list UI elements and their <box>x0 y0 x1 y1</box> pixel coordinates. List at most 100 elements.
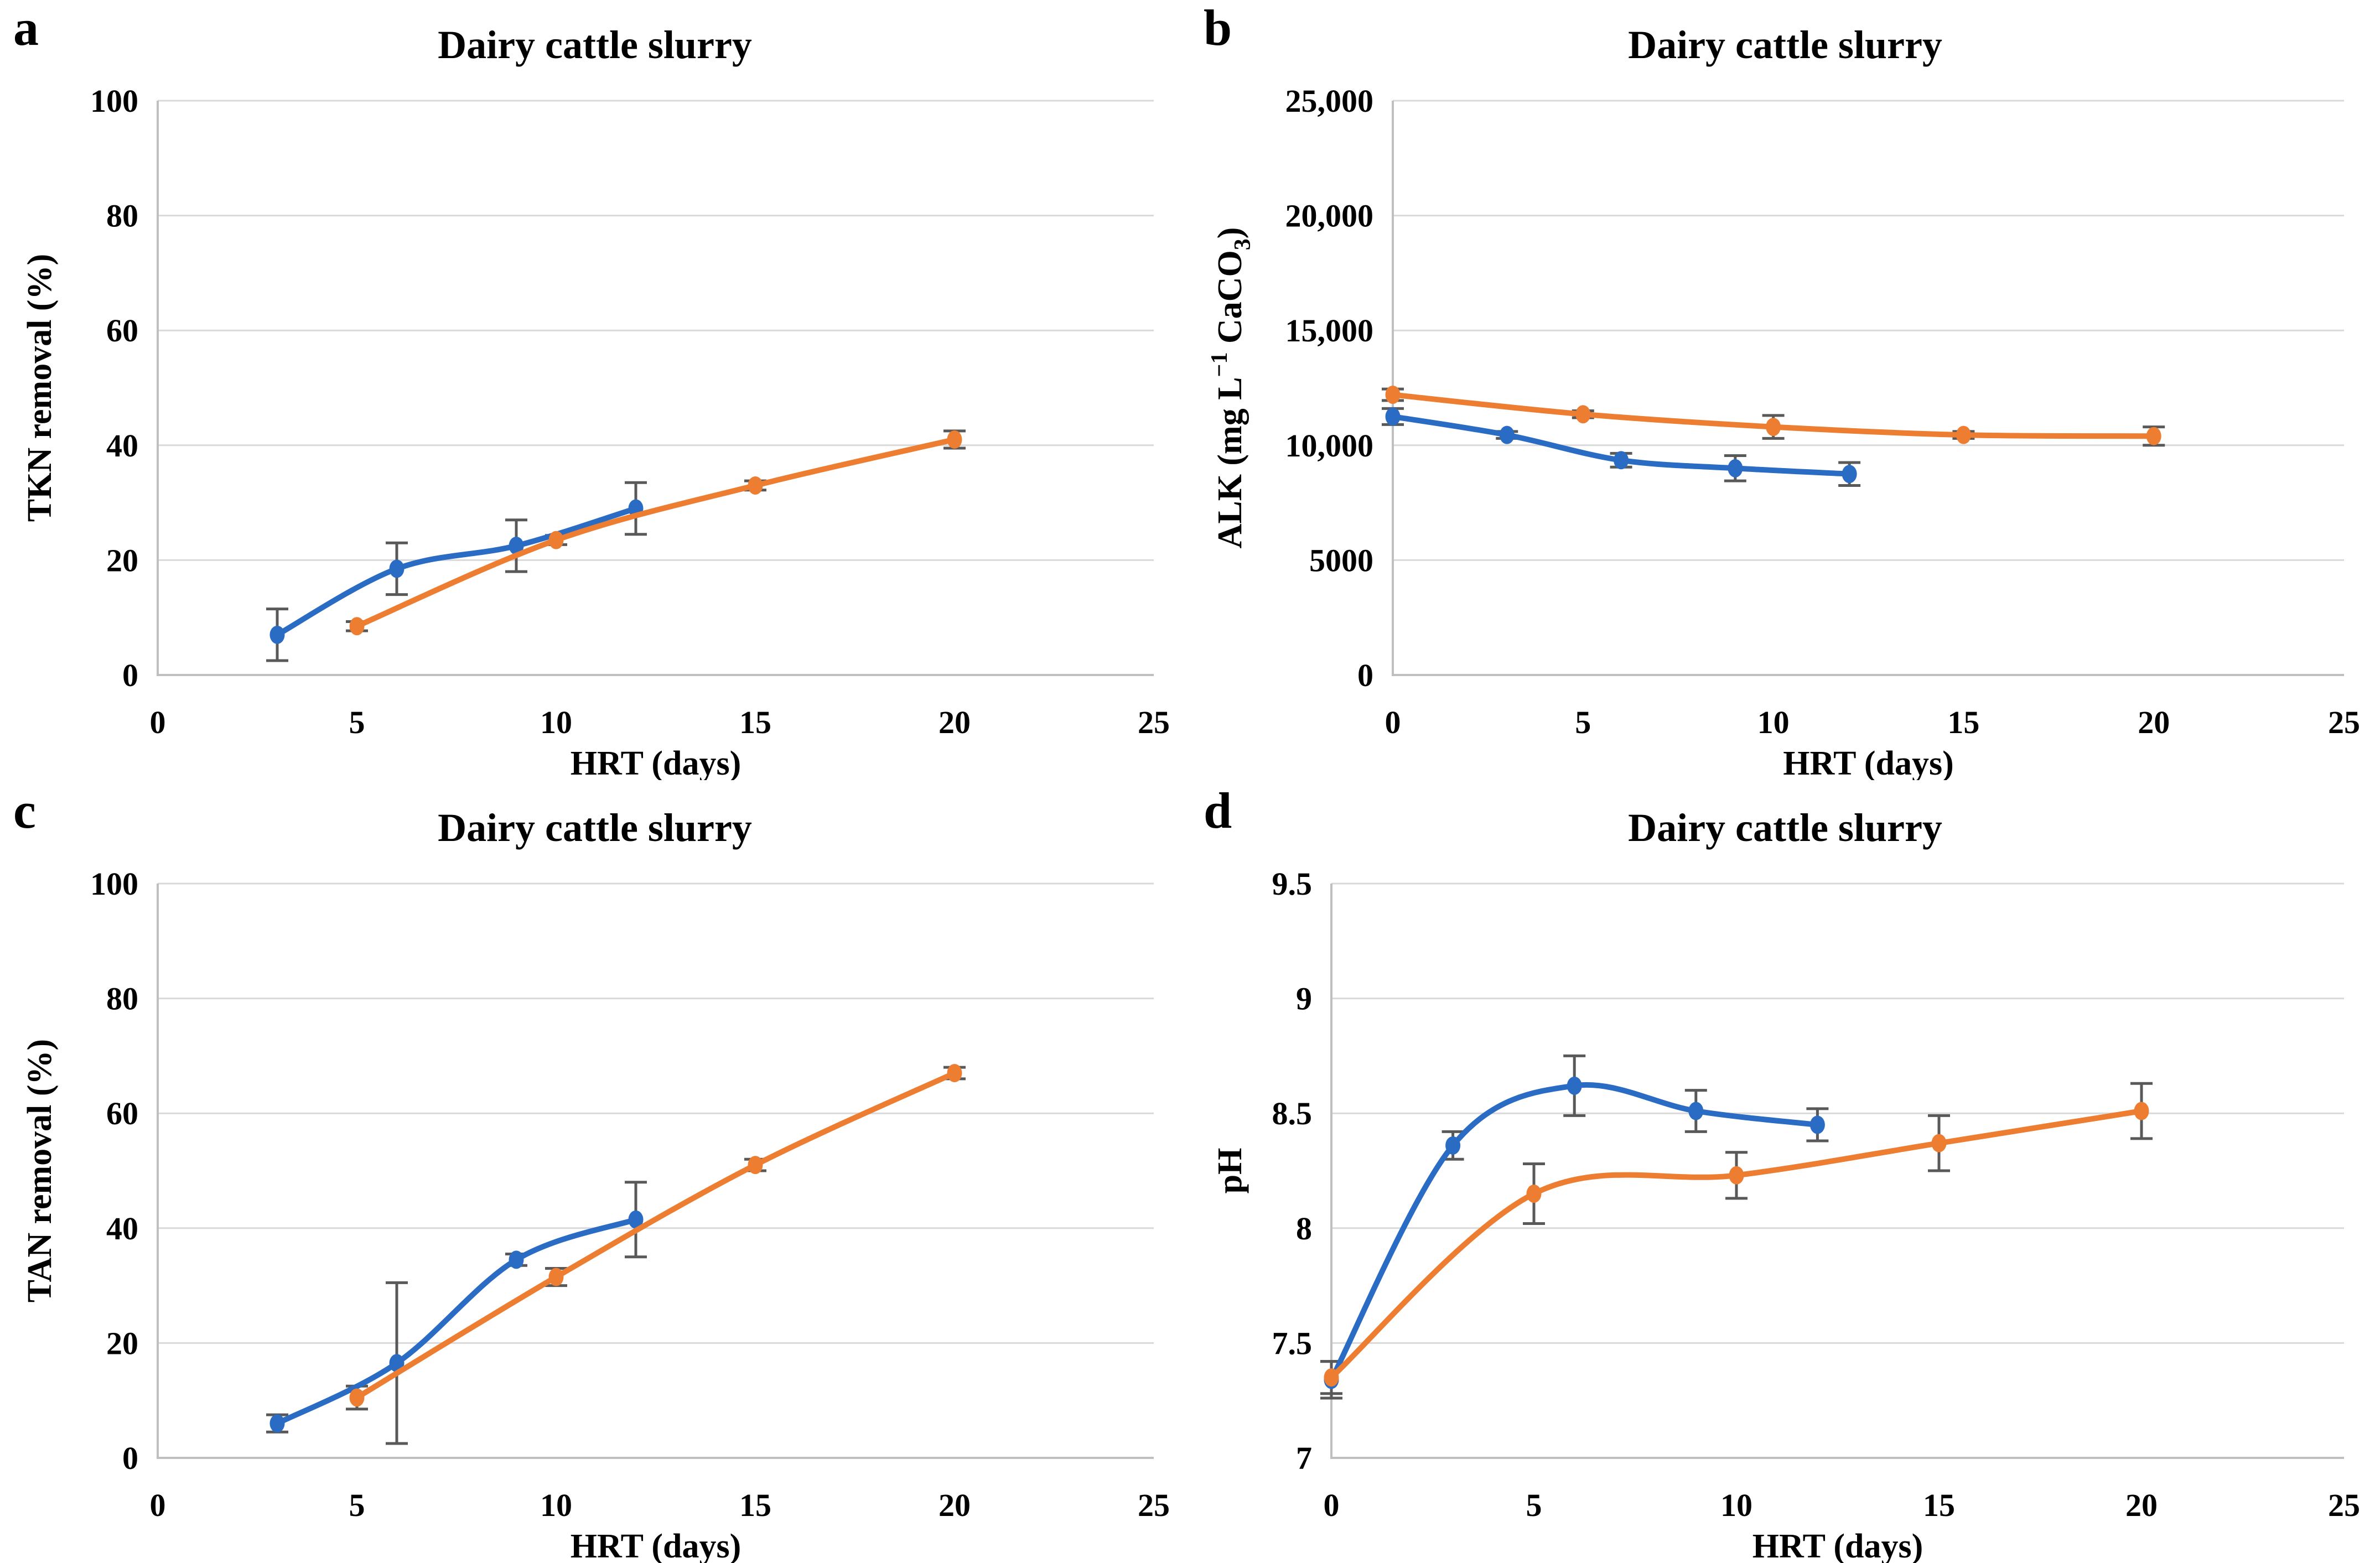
x-tick-label: 10 <box>540 704 572 740</box>
series-orange-line <box>354 1070 957 1401</box>
chart-canvas-d: Dairy cattle slurry 7 7.5 8 8.5 9 9.5 0 5 10 15 20 2… <box>1211 806 2360 1563</box>
x-axis-title: HRT (days) <box>1752 1528 1923 1563</box>
y-tick-label: 20,000 <box>1285 198 1374 234</box>
y-tick-label: 80 <box>106 981 138 1017</box>
panel-a: a Dairy cattle slurry 0 20 40 60 80 100 0 5 10 15 2… <box>0 0 1190 780</box>
axes <box>1330 884 2344 1459</box>
chart-title: Dairy cattle slurry <box>1628 23 1942 67</box>
chart-title: Dairy cattle slurry <box>438 23 752 67</box>
y-axis-title: pH <box>1211 1148 1249 1194</box>
y-tick-label: 0 <box>1357 657 1373 693</box>
series-orange-marker <box>2134 1102 2149 1120</box>
series-blue-line <box>274 506 639 638</box>
series-blue-marker <box>1809 1115 1825 1134</box>
series-blue-line <box>274 1217 639 1426</box>
y-tick-label: 5000 <box>1309 542 1373 578</box>
series-blue-marker <box>509 1250 524 1269</box>
series-orange-marker <box>548 1268 564 1286</box>
x-tick-label: 5 <box>1526 1487 1542 1523</box>
axes <box>157 101 1154 676</box>
y-tick-label: 9.5 <box>1272 866 1313 902</box>
y-tick-label: 7.5 <box>1272 1325 1313 1361</box>
x-tick-label: 25 <box>1138 704 1170 740</box>
series-orange-marker <box>2146 427 2161 445</box>
x-tick-label: 15 <box>739 1487 771 1523</box>
series-blue <box>1385 407 1857 484</box>
series-orange-marker <box>748 476 763 495</box>
series-orange <box>349 1064 962 1407</box>
y-axis-title: TKN removal (%) <box>21 254 59 522</box>
y-tick-label: 100 <box>90 866 138 902</box>
panel-letter-d: d <box>1204 782 1232 839</box>
y-tick-label: 8.5 <box>1272 1095 1313 1131</box>
x-tick-label: 10 <box>1757 704 1790 740</box>
series-orange <box>349 430 962 636</box>
series-orange-marker <box>1324 1368 1339 1387</box>
series-orange-marker <box>548 531 564 549</box>
chart-canvas-a: Dairy cattle slurry 0 20 40 60 80 100 0 5 10 15 20 2… <box>21 23 1170 780</box>
series-blue-marker <box>1842 465 1857 484</box>
y-tick-label: 40 <box>106 1211 138 1247</box>
series-blue <box>269 499 644 644</box>
y-tick-labels: 7 7.5 8 8.5 9 9.5 <box>1272 866 1313 1476</box>
panel-c: c Dairy cattle slurry 0 20 40 60 80 100 0 5 10 15 2… <box>0 783 1190 1563</box>
x-axis-title: HRT (days) <box>1783 745 1953 780</box>
panel-letter-c: c <box>13 782 36 839</box>
x-tick-labels: 0 5 10 15 20 25 <box>150 1487 1170 1523</box>
x-tick-label: 25 <box>2328 704 2360 740</box>
y-tick-label: 15,000 <box>1285 313 1374 349</box>
series-blue-line <box>1329 1082 1821 1383</box>
x-tick-label: 5 <box>349 1487 365 1523</box>
chart-title: Dairy cattle slurry <box>1628 806 1942 850</box>
series-blue-marker <box>1499 425 1515 444</box>
y-tick-labels: 0 20 40 60 80 100 <box>90 866 138 1476</box>
axes <box>1392 101 2344 676</box>
y-tick-label: 80 <box>106 198 138 234</box>
series-blue-marker <box>1567 1076 1582 1095</box>
y-tick-labels: 0 20 40 60 80 100 <box>90 83 138 693</box>
series-orange-marker <box>1729 1166 1744 1185</box>
x-tick-label: 25 <box>1138 1487 1170 1523</box>
series-blue-marker <box>269 625 285 644</box>
panel-b: b Dairy cattle slurry 0 5000 10,000 15,000 20… <box>1190 0 2380 780</box>
x-tick-labels: 0 5 10 15 20 25 <box>150 704 1170 740</box>
panel-d: d Dairy cattle slurry 7 7.5 8 8.5 9 9.5 0 5 10 15 2… <box>1190 783 2380 1563</box>
chart-canvas-b: Dairy cattle slurry 0 5000 10,000 15,000 20,0… <box>1207 23 2361 780</box>
series-orange-marker <box>349 1388 365 1407</box>
series-orange-line <box>354 437 957 629</box>
series-orange <box>1385 385 2161 445</box>
y-tick-label: 7 <box>1296 1440 1312 1476</box>
gridlines <box>158 100 1154 561</box>
x-tick-label: 10 <box>540 1487 572 1523</box>
y-tick-label: 100 <box>90 83 138 119</box>
panel-letter-a: a <box>13 0 39 56</box>
series-orange-marker <box>1931 1134 1947 1152</box>
series-blue-marker <box>269 1414 285 1433</box>
x-tick-label: 20 <box>938 704 971 740</box>
x-tick-label: 20 <box>938 1487 971 1523</box>
series-blue-marker <box>389 1354 405 1373</box>
series-blue-marker <box>1688 1102 1704 1120</box>
gridlines <box>1331 882 2344 1344</box>
x-tick-label: 10 <box>1720 1487 1752 1523</box>
x-tick-label: 0 <box>1385 704 1401 740</box>
series-blue-marker <box>509 536 524 555</box>
error-bars <box>266 429 966 662</box>
x-tick-labels: 0 5 10 15 20 25 <box>1385 704 2361 740</box>
chart-canvas-c: Dairy cattle slurry 0 20 40 60 80 100 0 5 10 15 20 2… <box>21 806 1170 1563</box>
y-tick-label: 20 <box>106 542 138 578</box>
series-blue-marker <box>1728 459 1743 477</box>
series-orange-marker <box>1956 425 1971 444</box>
series-orange-marker <box>1526 1185 1542 1203</box>
series-blue-marker <box>1445 1136 1461 1155</box>
x-tick-label: 15 <box>1923 1487 1955 1523</box>
x-tick-label: 15 <box>739 704 771 740</box>
y-tick-labels: 0 5000 10,000 15,000 20,000 25,000 <box>1285 83 1374 693</box>
x-tick-label: 20 <box>2125 1487 2158 1523</box>
x-tick-label: 25 <box>2328 1487 2360 1523</box>
series-orange <box>1324 1102 2149 1387</box>
error-bars <box>1320 1054 2153 1400</box>
x-tick-label: 5 <box>1575 704 1591 740</box>
x-tick-label: 15 <box>1947 704 1979 740</box>
